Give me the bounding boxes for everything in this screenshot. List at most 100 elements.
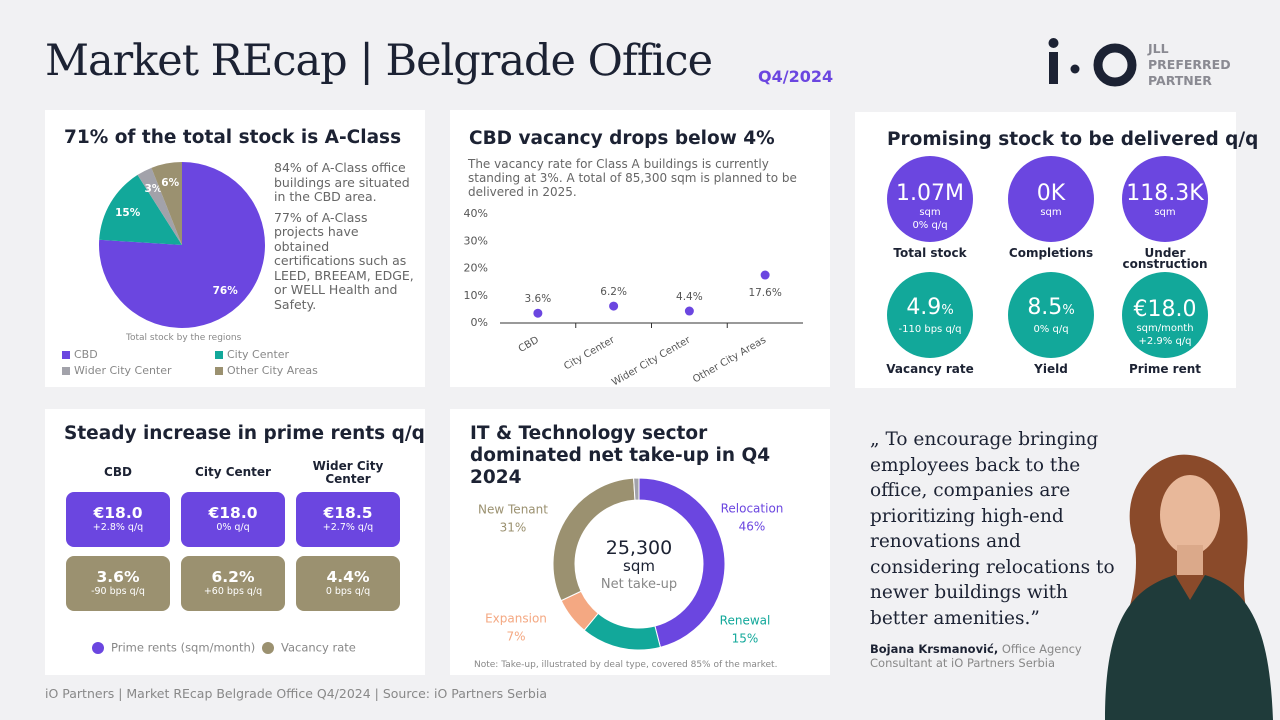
kpi-box: €18.0 +2.8% q/q <box>66 492 170 547</box>
legend-swatch <box>262 642 274 654</box>
box-value: €18.0 <box>93 504 143 522</box>
attribution: Bojana Krsmanović, Office Agency Consult… <box>870 642 1100 670</box>
panel-title: Promising stock to be delivered q/q <box>887 129 1259 150</box>
y-tick-label: 0% <box>471 316 488 329</box>
value: €18.0 <box>1133 297 1197 322</box>
slice-label: Relocation <box>721 502 784 516</box>
y-tick-label: 40% <box>464 207 488 220</box>
kpi-circle: 118.3K sqm <box>1122 156 1208 242</box>
kpi-change: 0% q/q <box>912 220 948 231</box>
partner-line: JLL <box>1148 41 1169 56</box>
data-label: 76% <box>213 285 239 297</box>
center-unit: sqm <box>623 557 655 575</box>
kpi-circle: 1.07M sqm 0% q/q <box>887 156 973 242</box>
value: 8.5 <box>1027 295 1063 320</box>
kpi-change: -110 bps q/q <box>898 324 962 335</box>
kpi-unit: sqm <box>919 207 941 218</box>
data-label: 4.4% <box>676 291 703 303</box>
x-tick-label: CBD <box>517 335 541 355</box>
dot <box>684 306 694 316</box>
data-label: 15% <box>732 632 759 646</box>
center-value: 25,300 <box>605 537 673 559</box>
caption: Total stock by the regions <box>126 333 242 343</box>
kpi-label: Completions <box>1008 246 1094 260</box>
data-label: 3.6% <box>525 293 552 305</box>
data-label: 6% <box>161 177 179 189</box>
value: 4.9 <box>906 295 942 320</box>
legend-label: Prime rents (sqm/month) <box>111 641 255 655</box>
y-tick-label: 10% <box>464 289 488 302</box>
data-label: 15% <box>115 207 141 219</box>
partner-line: PREFERRED <box>1148 57 1231 72</box>
subtitle: The vacancy rate for Class A buildings i… <box>468 157 797 199</box>
kpi-circle: 8.5% 0% q/q <box>1008 272 1094 358</box>
x-tick-label: Other City Areas <box>691 335 768 386</box>
portrait <box>1105 454 1273 720</box>
column-header: CBD <box>104 465 132 479</box>
quote: „ To encourage bringing employees back t… <box>870 429 1115 629</box>
title: Market REcap | Belgrade Office <box>45 36 713 86</box>
pie-slice <box>151 162 182 245</box>
value: 1.07M <box>896 181 964 206</box>
data-label: 7% <box>506 630 525 644</box>
box-value: 4.4% <box>326 568 370 586</box>
slice-label: Renewal <box>720 614 771 628</box>
kpi-value: €18.0 <box>1122 298 1208 322</box>
kpi-box: 6.2% +60 bps q/q <box>181 556 285 611</box>
box-change: 0 bps q/q <box>325 586 371 597</box>
panel-title: IT & Technology sector dominated net tak… <box>470 423 771 488</box>
pie-slice <box>137 167 182 245</box>
donut-slice <box>638 477 726 648</box>
box-value: €18.5 <box>323 504 373 522</box>
kpi-value: 8.5% <box>1008 296 1094 323</box>
legend-label: CBD <box>74 348 98 361</box>
kpi-unit: sqm/month <box>1136 323 1194 334</box>
kpi-value: 4.9% <box>887 296 973 323</box>
role: Office Agency Consultant at iO Partners … <box>870 642 1082 670</box>
kpi-circle: 0K sqm <box>1008 156 1094 242</box>
kpi-change: +2.9% q/q <box>1138 336 1192 347</box>
value: 0K <box>1036 181 1066 206</box>
center-label: Net take-up <box>600 577 678 592</box>
kpi-value: 118.3K <box>1122 182 1208 206</box>
data-label: 31% <box>500 521 527 535</box>
x-tick-label: Wider City Center <box>610 334 693 388</box>
note: 77% of A-Class projects have obtained ce… <box>274 209 414 312</box>
box-value: 6.2% <box>211 568 255 586</box>
unit: % <box>1062 303 1075 318</box>
legend-label: Other City Areas <box>227 364 318 377</box>
donut-slice <box>583 612 661 651</box>
kpi-box: €18.5 +2.7% q/q <box>296 492 400 547</box>
panel-title: Steady increase in prime rents q/q <box>64 423 425 444</box>
partner-line: PARTNER <box>1148 73 1212 88</box>
slice-label: Expansion <box>485 612 547 626</box>
note: 84% of A-Class office buildings are situ… <box>274 160 410 204</box>
legend-swatch <box>215 351 223 359</box>
data-label: 17.6% <box>748 287 781 299</box>
dot <box>760 270 770 280</box>
box-change: +2.7% q/q <box>322 522 374 533</box>
data-label: 6.2% <box>600 286 627 298</box>
legend-swatch <box>92 642 104 654</box>
pie-slice <box>99 174 182 245</box>
y-tick-label: 30% <box>464 234 488 247</box>
slice-label: New Tenant <box>478 503 548 517</box>
kpi-box: 4.4% 0 bps q/q <box>296 556 400 611</box>
donut-slice <box>552 477 636 602</box>
column-header: Wider City Center <box>312 459 384 486</box>
box-change: +2.8% q/q <box>92 522 144 533</box>
panel <box>450 110 830 387</box>
kpi-label: Prime rent <box>1129 362 1201 376</box>
kpi-label: Under construction <box>1122 246 1208 271</box>
period: Q4/2024 <box>758 67 834 86</box>
kpi-value: 1.07M <box>887 182 973 206</box>
partner: JLL PREFERRED PARTNER <box>1148 41 1231 89</box>
kpi-circle: 4.9% -110 bps q/q <box>887 272 973 358</box>
kpi-label: Vacancy rate <box>886 362 974 376</box>
unit: % <box>941 303 954 318</box>
donut-center: 25,300 sqm Net take-up <box>539 537 739 592</box>
dot <box>533 308 543 318</box>
legend-swatch <box>62 367 70 375</box>
box-change: +60 bps q/q <box>203 586 263 597</box>
